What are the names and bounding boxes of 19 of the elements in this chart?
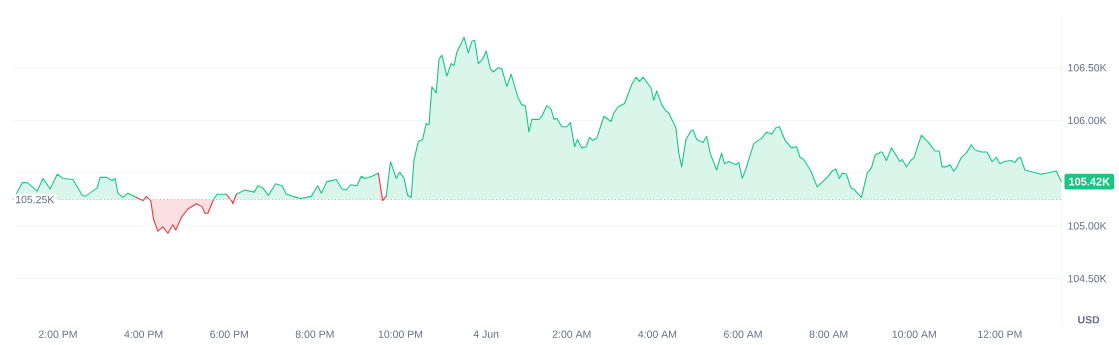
x-tick-label: 10:00 AM	[892, 330, 936, 338]
x-tick-label: 12:00 PM	[978, 330, 1022, 338]
x-tick-label: 6:00 PM	[210, 330, 248, 338]
x-tick-label: 10:00 PM	[378, 330, 423, 338]
ref-line-label: 105.25K	[16, 195, 55, 204]
annotation: 105.42K	[1069, 177, 1110, 186]
x-tick-label: 8:00 PM	[295, 330, 334, 338]
x-tick-label: 2:00 AM	[552, 330, 591, 338]
x-tick-label: 6:00 AM	[724, 330, 762, 338]
y-tick-label: 106.50K	[1068, 64, 1107, 72]
x-tick-label: 4 Jun	[473, 330, 499, 338]
x-tick-label: 8:00 AM	[809, 330, 848, 338]
x-tick-label: 2:00 PM	[38, 330, 77, 338]
y-axis-title: USD	[1078, 316, 1100, 324]
y-tick-label: 105.00K	[1068, 222, 1107, 230]
y-tick-label: 104.50K	[1068, 274, 1107, 283]
x-tick-label: 4:00 AM	[638, 330, 677, 338]
y-tick-label: 106.00K	[1068, 116, 1107, 125]
x-tick-label: 4:00 PM	[124, 330, 163, 338]
